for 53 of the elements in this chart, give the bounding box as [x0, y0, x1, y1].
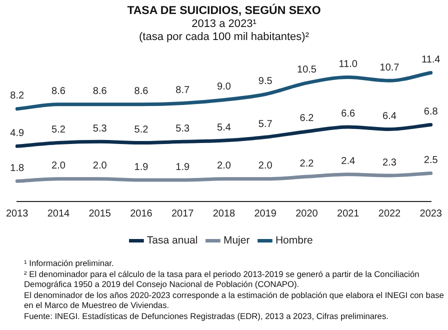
- chart-title: TASA DE SUICIDIOS, SEGÚN SEXO: [126, 4, 322, 18]
- data-label: 2.4: [341, 156, 356, 168]
- data-label: 2.3: [382, 157, 397, 168]
- x-tick-label: 2013: [6, 208, 29, 220]
- data-label: 8.7: [176, 85, 190, 96]
- data-label: 6.8: [424, 106, 438, 118]
- text: ¹ Información preliminar.: [24, 258, 115, 268]
- text: ² El denominador para el cálculo de la tasa para el periodo 2013-2019 se generó a partir de la Conciliación Demográfica 1950 a 2019 del Consejo Nacional de Población (CONAPO).: [24, 268, 420, 290]
- data-label: 5.2: [52, 124, 66, 136]
- data-label: 8.6: [52, 86, 66, 98]
- data-label: 2.0: [52, 160, 66, 172]
- data-label: 11.0: [338, 59, 358, 70]
- data-label: 1.9: [176, 162, 190, 173]
- text: El denominador de los años 2020-2023 corresponde a la estimación de población que elabora el INEGI con base en el Marco de Muestreo de Viviendas.: [24, 290, 445, 310]
- data-label: 9.5: [258, 76, 273, 87]
- data-label: 5.3: [92, 123, 108, 134]
- data-label: 2.5: [424, 155, 438, 166]
- data-label: 8.2: [10, 90, 25, 102]
- data-label: 9.0: [217, 82, 232, 93]
- x-tick-label: 2023: [420, 208, 442, 220]
- data-label: 10.7: [380, 62, 400, 74]
- data-label: 1.9: [134, 162, 149, 173]
- data-label: 5.7: [258, 118, 273, 130]
- x-tick-label: 2014: [47, 208, 70, 220]
- x-tick-label: 2020: [296, 208, 318, 220]
- data-label: 8.6: [134, 86, 149, 98]
- data-label: 6.6: [341, 108, 356, 120]
- data-label: 5.2: [134, 124, 149, 136]
- x-tick-label: 2021: [337, 208, 360, 220]
- x-tick-label: 2019: [254, 208, 277, 220]
- data-label: 8.6: [92, 86, 108, 98]
- data-label: 1.8: [10, 162, 25, 174]
- source-note: Fuente: INEGI. Estadísticas de Defunciones Registradas (EDR), 2013 a 2023, Cifras preliminares.: [24, 310, 390, 321]
- data-label: 2.0: [258, 160, 273, 172]
- data-label: 4.9: [10, 128, 25, 139]
- data-label: 6.2: [300, 113, 314, 124]
- x-tick-label: 2017: [172, 208, 194, 220]
- chart-subtitle: 2013 a 2023¹ (tasa por cada 100 mil habitantes)²: [138, 18, 310, 44]
- data-label: 5.4: [217, 122, 232, 134]
- data-label: 6.4: [382, 110, 397, 122]
- x-tick-label: 2022: [378, 208, 402, 220]
- legend-label: Tasa anual: [146, 234, 198, 247]
- x-tick-label: 2016: [130, 208, 153, 220]
- data-label: 10.5: [297, 64, 317, 76]
- data-label: 11.4: [422, 54, 441, 66]
- x-tick-label: 2018: [212, 208, 236, 220]
- data-label: 2.0: [92, 160, 108, 172]
- legend-label: Mujer: [223, 234, 250, 247]
- x-tick-label: 2015: [88, 208, 112, 220]
- data-label: 2.2: [300, 158, 314, 170]
- data-label: 2.0: [217, 160, 232, 172]
- legend-label: Hombre: [275, 234, 313, 247]
- data-label: 5.3: [176, 123, 190, 134]
